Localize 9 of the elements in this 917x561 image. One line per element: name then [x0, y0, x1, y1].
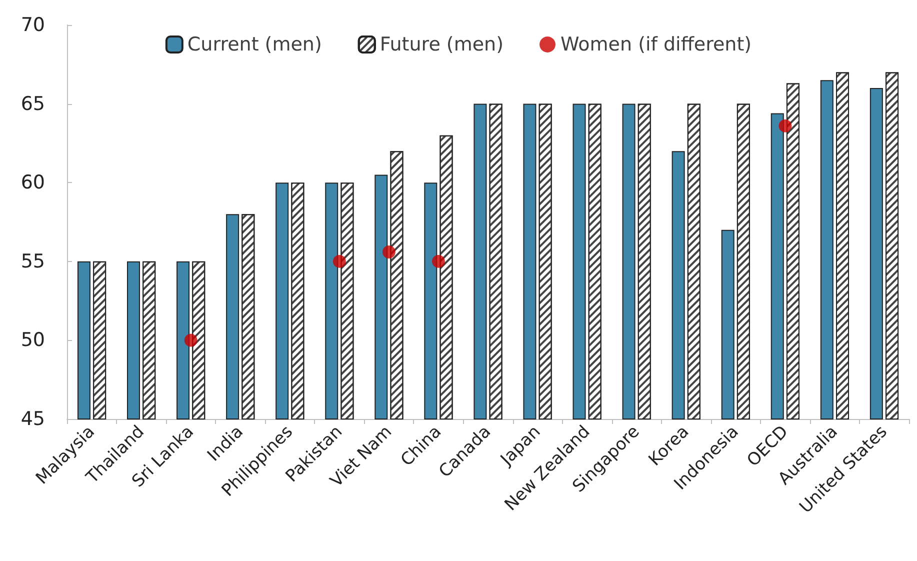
legend-label: Future (men): [380, 34, 504, 56]
y-tick-label: 65: [20, 92, 45, 115]
legend-label: Current (men): [187, 34, 322, 56]
legend-label: Women (if different): [560, 34, 752, 56]
y-tick-label: 70: [20, 14, 45, 36]
y-tick-label: 55: [20, 250, 45, 272]
y-tick-label: 50: [20, 329, 45, 352]
y-tick-label: 45: [20, 408, 45, 430]
y-tick-label: 60: [20, 172, 45, 194]
